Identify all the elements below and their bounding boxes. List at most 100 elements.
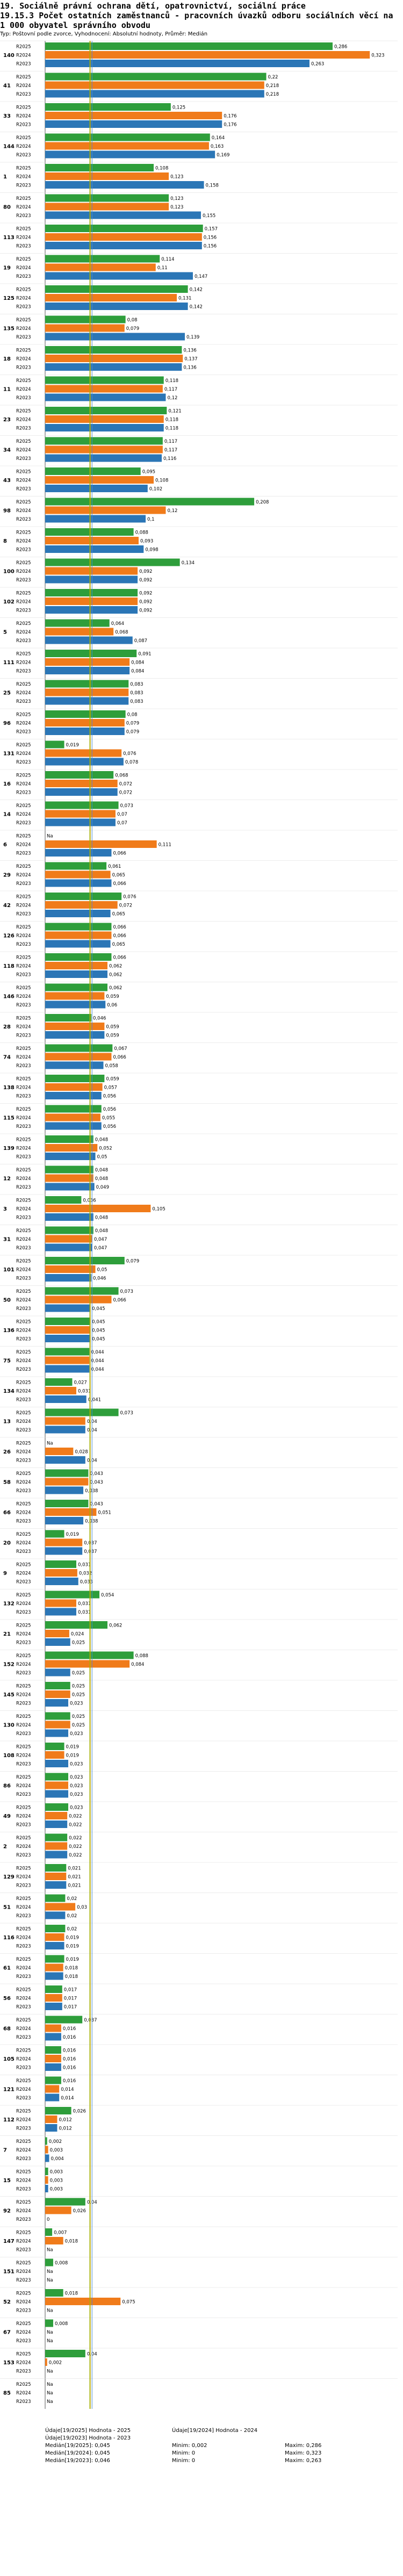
series-label: R2023 [16,669,31,674]
bar-value-label: 0,047 [94,1246,107,1251]
bar-value-label: 0,055 [102,1116,115,1121]
bar [45,1469,89,1477]
group-label: 100 [3,569,15,575]
series-label: R2025 [16,652,31,657]
bar-value-label: 0,016 [63,2057,76,2062]
bar-value-label: Na [47,2369,53,2374]
bar [45,1781,69,1789]
series-label: R2025 [16,2321,31,2327]
bar-value-label: 0,044 [91,1367,104,1372]
bar-value-label: 0,028 [75,1450,88,1455]
bar-value-label: 0,026 [73,2208,86,2214]
bar [45,51,370,59]
bar [45,81,264,89]
bar [45,801,119,809]
group-label: 121 [3,2087,15,2093]
bar [45,740,64,749]
bar [45,1963,63,1971]
series-label: R2025 [16,955,31,961]
bar [45,1408,119,1416]
bar [45,203,169,211]
series-label: R2025 [16,1684,31,1689]
bar-value-label: 0,06 [107,1003,117,1008]
bar-value-label: 0,088 [135,530,148,536]
bar-value-label: 0,068 [115,630,128,635]
bar-value-label: 0,068 [115,773,128,779]
group-label: 80 [3,205,11,211]
bar-value-label: 0,024 [71,1632,84,1637]
series-label: R2025 [16,682,31,687]
series-label: R2024 [16,1237,31,1242]
bar [45,910,111,917]
bar [45,1660,130,1668]
bar-value-label: 0,021 [68,1883,81,1889]
bar-value-label: Na [47,2278,53,2283]
bar [45,1318,91,1325]
series-label: R2023 [16,2187,31,2192]
bar-value-label: 0,019 [66,1935,79,1941]
bar [45,1205,151,1212]
bar-value-label: 0 [47,2217,49,2222]
bar-value-label: 0,056 [103,1094,116,1099]
series-label: R2025 [16,864,31,869]
series-label: R2025 [16,2018,31,2023]
bar-value-label: 0,091 [138,652,151,657]
bar-value-label: 0,048 [95,1228,108,1234]
group-label: 11 [3,387,11,393]
bar [45,1365,90,1373]
bar [45,1881,67,1889]
group-label: 126 [3,933,15,939]
bar-value-label: Na [47,2391,53,2396]
bar [45,1873,67,1880]
bar-value-label: 0,016 [63,2026,76,2032]
bar-value-label: 0,019 [66,1745,79,1750]
bar-value-label: 0,007 [54,2230,67,2236]
series-label: R2023 [16,608,31,614]
bar-value-label: 0,043 [90,1471,103,1477]
series-label: R2024 [16,843,31,848]
bar-value-label: 0,065 [112,942,125,947]
bar [45,953,112,961]
bar-value-label: 0,116 [163,456,176,462]
bar [45,2055,61,2062]
bar-value-label: 0,121 [168,409,181,414]
bar-value-label: 0,218 [266,92,279,97]
bar-value-label: 0,111 [159,843,171,848]
bar-value-label: 0,025 [72,1640,85,1646]
bar-value-label: 0,027 [74,1380,87,1386]
bar-value-label: 0,061 [108,864,121,869]
bar-value-label: 0,041 [88,1398,101,1403]
group-label: 52 [3,2299,11,2305]
group-label: 2 [3,1844,7,1850]
bar [45,2076,61,2084]
bar [45,619,110,627]
bar [45,2168,48,2175]
series-label: R2024 [16,539,31,544]
bar [45,1682,70,1689]
bar [45,1911,66,1919]
series-label: R2024 [16,1480,31,1485]
bar [45,150,215,159]
bar [45,728,125,735]
bar-value-label: 0,092 [139,608,152,614]
group-label: 139 [3,1146,15,1152]
bar [45,485,148,492]
bar-value-label: 0,033 [80,1580,93,1585]
bar [45,1560,76,1568]
bar [45,346,182,354]
bar-value-label: 0,049 [96,1185,109,1190]
bar-value-label: 0,066 [113,925,126,930]
bar-value-label: 0,323 [371,53,384,59]
bar-value-label: Na [47,2338,53,2344]
series-label: R2025 [16,2382,31,2387]
bar-value-label: 0,08 [127,713,138,718]
bar-value-label: 0,059 [106,994,119,999]
bar-value-label: 0,079 [126,721,139,726]
bar-value-label: 0,095 [142,470,155,475]
bar [45,315,126,323]
series-label: R2025 [16,1138,31,1143]
series-label: R2024 [16,2330,31,2335]
bar [45,2063,61,2071]
bar [45,1105,102,1113]
bar [45,697,129,705]
